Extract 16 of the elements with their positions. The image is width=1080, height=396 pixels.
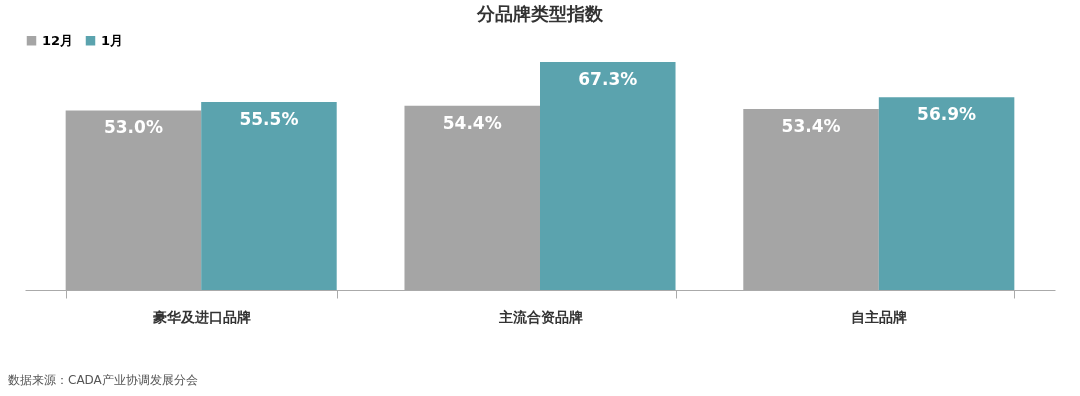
- data-label: 53.4%: [781, 116, 841, 137]
- bar: [201, 101, 337, 290]
- bar: [878, 97, 1015, 290]
- source-note: 数据来源：CADA产业协调发展分会: [8, 372, 198, 389]
- data-label: 53.0%: [103, 117, 163, 138]
- x-tick-label: 主流合资品牌: [497, 308, 583, 325]
- bar: [540, 62, 676, 290]
- x-tick-label: 豪华及进口品牌: [151, 308, 251, 325]
- data-label: 55.5%: [239, 108, 299, 129]
- data-label: 67.3%: [578, 69, 638, 89]
- x-tick-label: 自主品牌: [851, 308, 908, 325]
- data-label: 54.4%: [442, 112, 502, 133]
- legend-label: 1月: [101, 32, 124, 48]
- legend-label: 12月: [42, 32, 74, 48]
- chart-title: 分品牌类型指数: [476, 3, 604, 24]
- data-label: 56.9%: [917, 104, 977, 125]
